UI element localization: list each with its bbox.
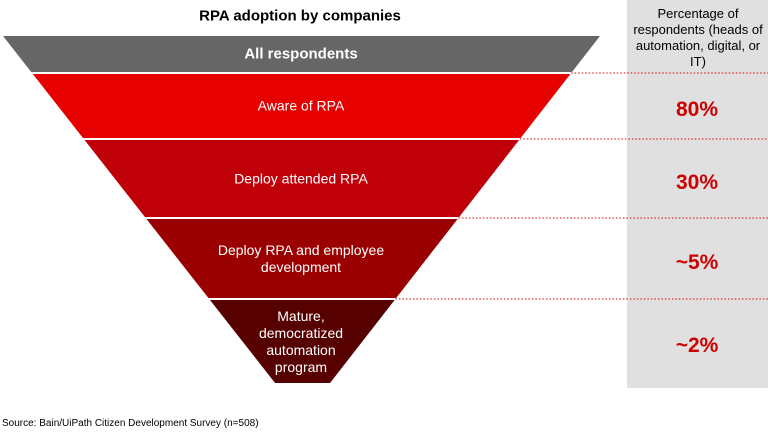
chart-title: RPA adoption by companies bbox=[199, 7, 401, 25]
stage-label: Aware of RPA bbox=[257, 97, 345, 114]
value-label: 80% bbox=[675, 98, 719, 121]
value-label: ~2% bbox=[675, 333, 719, 357]
funnel-stage bbox=[32, 74, 571, 138]
funnel-stage bbox=[84, 140, 520, 217]
value-column bbox=[627, 0, 768, 388]
stage-label: Deploy attended RPA bbox=[234, 170, 368, 186]
value-label: 30% bbox=[675, 170, 719, 194]
funnel-stage bbox=[209, 300, 395, 383]
stage-label: Deploy RPA and employee development bbox=[217, 241, 385, 275]
top-stage bbox=[3, 36, 600, 72]
stage-label: Mature, democratized automation program bbox=[258, 307, 344, 375]
top-stage-label: All respondents bbox=[244, 45, 358, 63]
value-label: ~5% bbox=[675, 250, 719, 274]
funnel-stage bbox=[146, 219, 458, 298]
source: Source: Bain/UiPath Citizen Development … bbox=[2, 418, 259, 429]
value-header: Percentage of respondents (heads of auto… bbox=[633, 6, 763, 69]
